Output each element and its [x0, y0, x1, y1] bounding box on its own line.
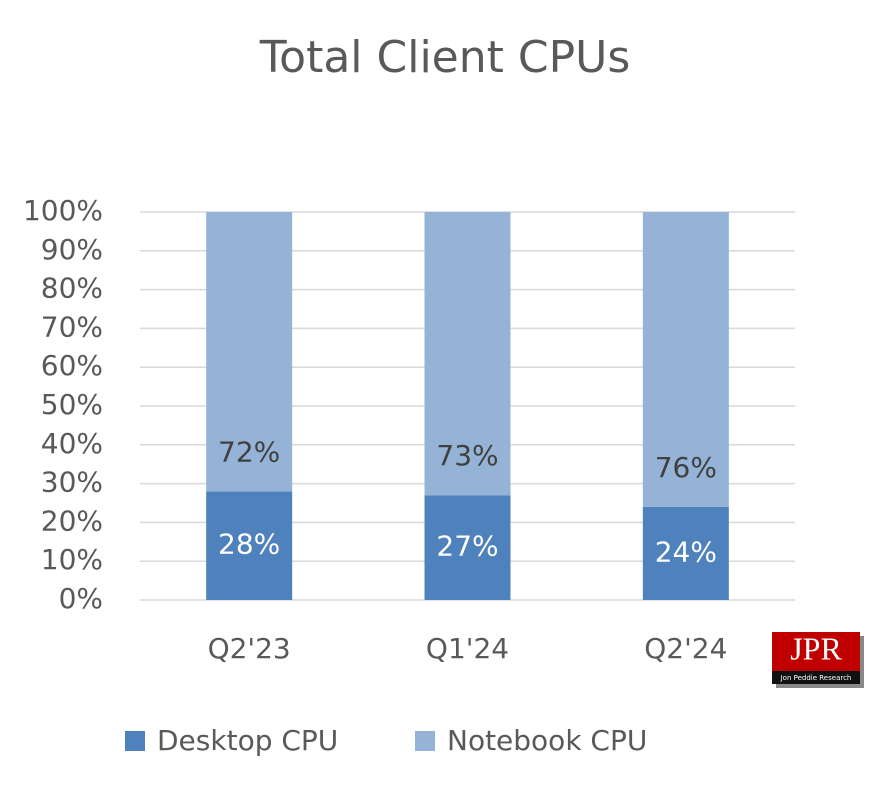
logo-text: JPR: [790, 630, 842, 666]
value-label: 27%: [436, 530, 498, 563]
legend-label: Desktop CPU: [157, 724, 338, 757]
x-tick-label: Q2'24: [644, 632, 727, 665]
y-tick-label: 100%: [23, 194, 103, 227]
logo-band: [772, 671, 860, 684]
value-label: 76%: [655, 451, 717, 484]
bar-segment: [642, 212, 729, 507]
chart-title: Total Client CPUs: [259, 32, 631, 83]
value-label: 73%: [436, 439, 498, 472]
logo: JPR Jon Peddie Research: [772, 630, 864, 688]
value-label: 28%: [218, 528, 280, 561]
bar-segment: [424, 212, 511, 496]
legend-swatch: [415, 731, 435, 751]
y-tick-label: 80%: [41, 272, 103, 305]
value-label: 24%: [655, 535, 717, 568]
y-tick-label: 60%: [41, 349, 103, 382]
y-tick-label: 10%: [41, 543, 103, 576]
bar-segment: [642, 506, 729, 600]
y-tick-label: 20%: [41, 504, 103, 537]
y-tick-label: 50%: [41, 388, 103, 421]
logo-subtext: Jon Peddie Research: [780, 674, 852, 682]
legend-label: Notebook CPU: [447, 724, 647, 757]
bar-segment: [424, 495, 511, 600]
x-tick-label: Q1'24: [426, 632, 509, 665]
y-tick-label: 70%: [41, 310, 103, 343]
y-tick-label: 0%: [59, 582, 103, 615]
y-tick-label: 30%: [41, 466, 103, 499]
y-tick-label: 40%: [41, 427, 103, 460]
x-tick-label: Q2'23: [208, 632, 291, 665]
y-tick-label: 90%: [41, 233, 103, 266]
value-label: 72%: [218, 435, 280, 468]
bar-segment: [206, 212, 293, 492]
bar-segment: [206, 491, 293, 600]
legend-swatch: [125, 731, 145, 751]
